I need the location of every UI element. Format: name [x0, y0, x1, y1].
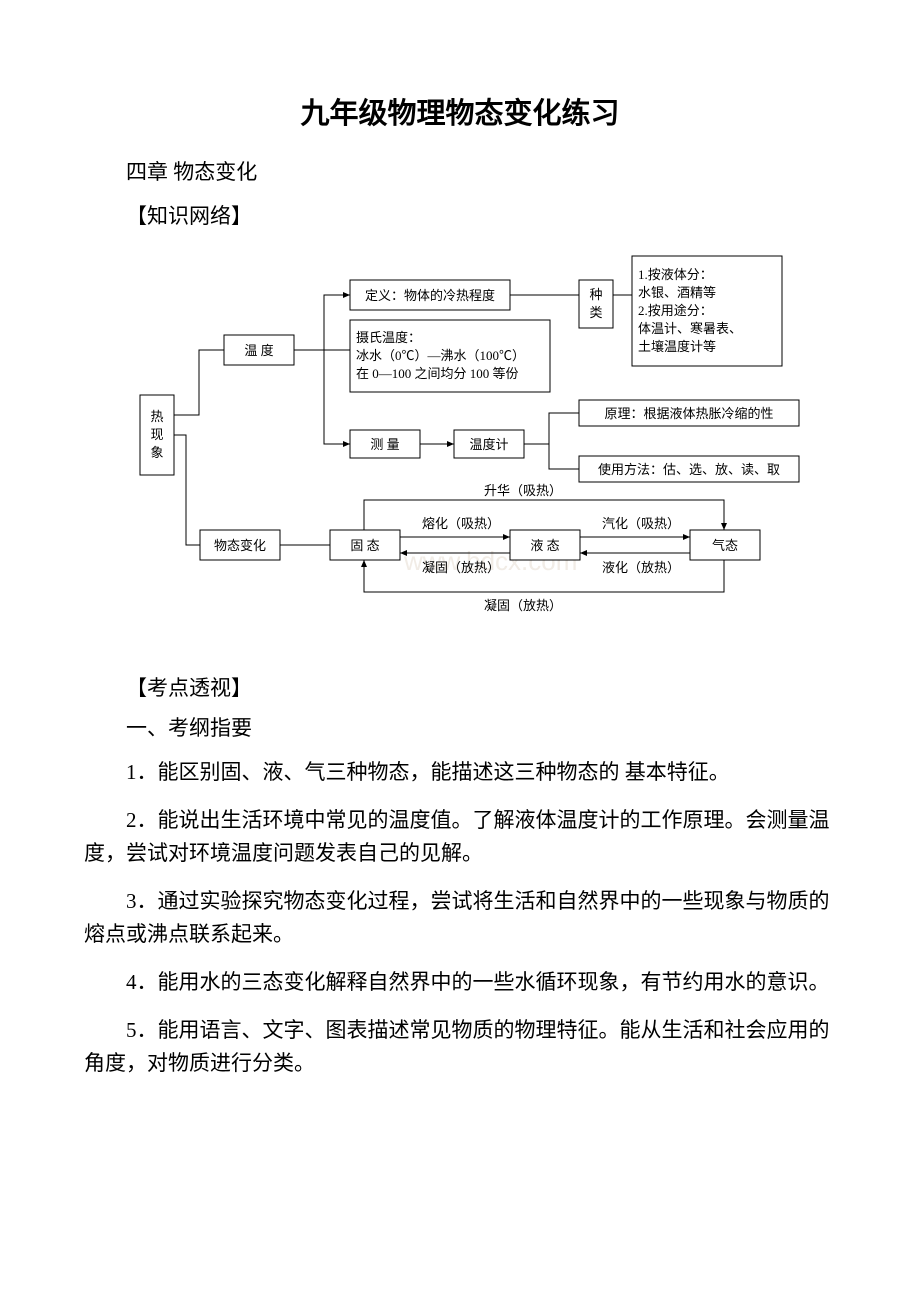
svg-text:液 态: 液 态: [530, 538, 559, 553]
svg-text:凝固（放热）: 凝固（放热）: [484, 598, 562, 613]
svg-text:热: 热: [150, 409, 163, 424]
svg-text:现: 现: [150, 427, 163, 442]
svg-text:在 0—100 之间均分 100 等份: 在 0—100 之间均分 100 等份: [356, 366, 519, 381]
svg-text:1.按液体分：: 1.按液体分：: [638, 267, 713, 282]
svg-text:类: 类: [589, 305, 602, 320]
knowledge-diagram: www.bdcx.com熔化（吸热）凝固（放热）汽化（吸热）液化（放热）升华（吸…: [84, 240, 836, 650]
svg-text:定义：物体的冷热程度: 定义：物体的冷热程度: [365, 288, 495, 303]
svg-text:象: 象: [150, 445, 163, 460]
para-5: 5．能用语言、文字、图表描述常见物质的物理特征。能从生活和社会应用的角度，对物质…: [84, 1014, 836, 1081]
svg-text:冰水（0℃）—沸水（100℃）: 冰水（0℃）—沸水（100℃）: [356, 348, 525, 363]
svg-text:温 度: 温 度: [244, 343, 273, 358]
svg-text:体温计、寒暑表、: 体温计、寒暑表、: [638, 321, 742, 336]
para-4: 4．能用水的三态变化解释自然界中的一些水循环现象，有节约用水的意识。: [84, 966, 836, 1000]
svg-text:测 量: 测 量: [370, 437, 399, 452]
svg-text:凝固（放热）: 凝固（放热）: [422, 560, 500, 575]
svg-text:气态: 气态: [712, 538, 738, 553]
svg-text:土壤温度计等: 土壤温度计等: [638, 339, 716, 354]
section-network: 【知识网络】: [84, 200, 836, 230]
svg-text:温度计: 温度计: [469, 437, 508, 452]
section-points: 【考点透视】: [84, 672, 836, 702]
svg-text:固 态: 固 态: [350, 538, 379, 553]
para-3: 3．通过实验探究物态变化过程，尝试将生活和自然界中的一些现象与物质的熔点或沸点联…: [84, 885, 836, 952]
outline-heading: 一、考纲指要: [84, 712, 836, 742]
svg-text:物态变化: 物态变化: [214, 538, 266, 553]
para-1: 1．能区别固、液、气三种物态，能描述这三种物态的 基本特征。: [84, 756, 836, 790]
svg-text:摄氏温度：: 摄氏温度：: [356, 330, 421, 345]
svg-text:水银、酒精等: 水银、酒精等: [638, 285, 716, 300]
svg-text:使用方法：估、选、放、读、取: 使用方法：估、选、放、读、取: [598, 462, 780, 477]
svg-text:种: 种: [589, 287, 602, 302]
svg-text:升华（吸热）: 升华（吸热）: [484, 483, 562, 498]
svg-text:2.按用途分：: 2.按用途分：: [638, 303, 713, 318]
svg-text:熔化（吸热）: 熔化（吸热）: [422, 516, 500, 531]
chapter-heading: 四章 物态变化: [84, 156, 836, 186]
page-title: 九年级物理物态变化练习: [84, 90, 836, 132]
svg-text:汽化（吸热）: 汽化（吸热）: [602, 516, 680, 531]
para-2: 2．能说出生活环境中常见的温度值。了解液体温度计的工作原理。会测量温度，尝试对环…: [84, 804, 836, 871]
svg-text:原理：根据液体热胀冷缩的性: 原理：根据液体热胀冷缩的性: [604, 406, 773, 421]
svg-text:液化（放热）: 液化（放热）: [602, 560, 680, 575]
